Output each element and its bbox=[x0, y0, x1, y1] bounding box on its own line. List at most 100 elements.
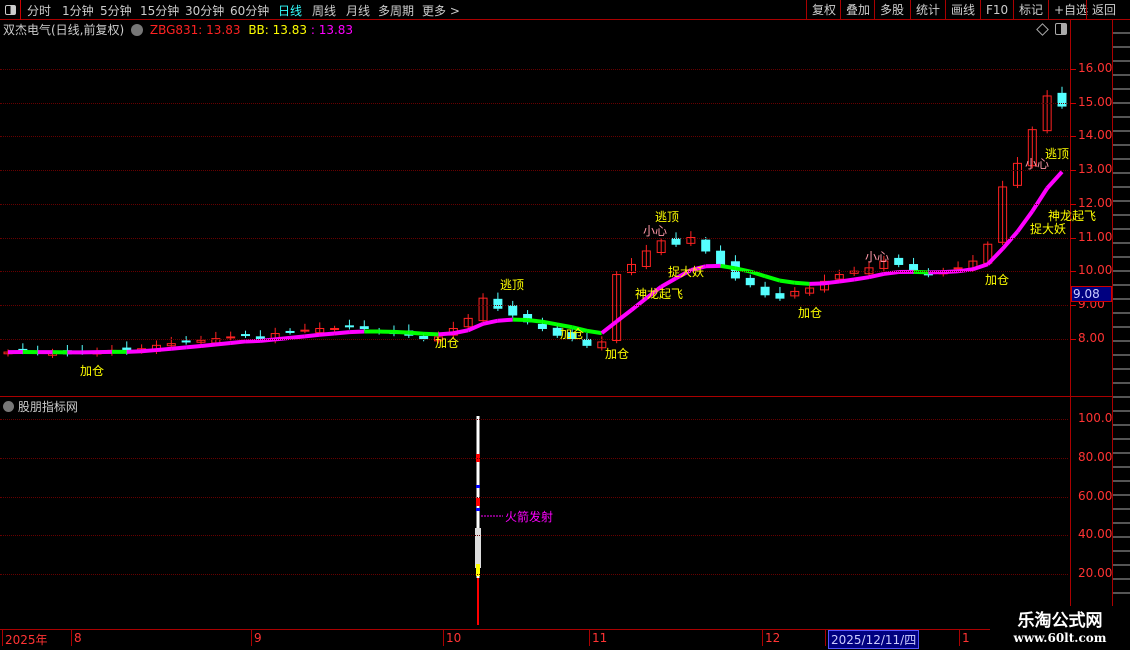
ma-line-segment bbox=[542, 319, 558, 327]
ma-line-segment bbox=[779, 278, 796, 285]
price-tick: 10.00 bbox=[1078, 263, 1113, 278]
gridline bbox=[0, 338, 1068, 340]
indicator-tick: 80.00 bbox=[1078, 449, 1113, 464]
panel-icon[interactable] bbox=[1055, 23, 1067, 35]
tab-period-4[interactable]: 30分钟 bbox=[185, 4, 225, 18]
ma-line-segment bbox=[245, 338, 261, 344]
candle bbox=[790, 290, 800, 297]
candle bbox=[537, 323, 547, 329]
gridline bbox=[0, 419, 1068, 420]
ma-line-segment bbox=[556, 322, 573, 330]
toolbar-button-8[interactable]: 返回 bbox=[1086, 0, 1121, 20]
stock-title: 双杰电气(日线,前复权) bbox=[3, 23, 125, 37]
indicator-tick: 20.00 bbox=[1078, 566, 1113, 581]
signal-annotation: 加仓 bbox=[435, 336, 460, 350]
ma-line-segment bbox=[660, 276, 678, 289]
ma-line-segment bbox=[408, 330, 424, 336]
date-label: 1 bbox=[962, 631, 970, 645]
indicator-dropdown-icon[interactable] bbox=[3, 401, 14, 412]
ma-line-segment bbox=[972, 262, 989, 272]
tick-mark bbox=[1070, 170, 1076, 172]
gridline bbox=[0, 304, 1068, 306]
panel-icon bbox=[4, 5, 16, 15]
tab-period-3[interactable]: 15分钟 bbox=[140, 4, 180, 18]
ma-line-segment bbox=[809, 281, 825, 286]
date-tick bbox=[825, 630, 826, 646]
axis-divider bbox=[1070, 20, 1071, 630]
signal-annotation: 逃顶 bbox=[1045, 147, 1070, 161]
ma-line-segment bbox=[600, 319, 618, 335]
candle bbox=[552, 327, 562, 336]
ma-line-segment bbox=[853, 275, 870, 282]
indicator-tick: 40.00 bbox=[1078, 527, 1113, 542]
tab-period-10[interactable]: 更多 > bbox=[422, 4, 460, 18]
signal-annotation: 加仓 bbox=[605, 347, 630, 361]
candle bbox=[493, 298, 503, 309]
toolbar-button-6[interactable]: 标记 bbox=[1013, 0, 1048, 20]
price-tick: 11.00 bbox=[1078, 229, 1113, 244]
candle bbox=[701, 239, 711, 252]
tab-period-5[interactable]: 60分钟 bbox=[230, 4, 270, 18]
ma-line-segment bbox=[156, 346, 172, 353]
right-sidebar[interactable] bbox=[1113, 20, 1130, 630]
tab-period-9[interactable]: 多周期 bbox=[378, 4, 415, 18]
ma-line-segment bbox=[749, 269, 766, 279]
date-label: 12 bbox=[765, 631, 781, 645]
ma-line-segment bbox=[868, 271, 885, 280]
gridline bbox=[0, 237, 1068, 239]
tab-period-1[interactable]: 1分钟 bbox=[62, 4, 94, 18]
tab-period-6[interactable]: 日线 bbox=[278, 4, 303, 18]
candle bbox=[998, 186, 1008, 243]
indicator-tick: 60.00 bbox=[1078, 488, 1113, 503]
rocket-signal-tip bbox=[476, 564, 480, 576]
candle bbox=[226, 336, 236, 339]
diamond-icon[interactable] bbox=[1036, 23, 1049, 36]
ma-line-segment bbox=[734, 266, 751, 274]
signal-annotation: 逃顶 bbox=[655, 210, 680, 224]
toolbar-button-7[interactable]: +自选 bbox=[1048, 0, 1093, 20]
ma-line-segment bbox=[630, 296, 648, 312]
toolbar-button-0[interactable]: 复权 bbox=[806, 0, 841, 20]
ma-line-segment bbox=[839, 277, 855, 284]
sidebar-divider bbox=[1112, 20, 1113, 630]
candle bbox=[656, 240, 666, 253]
candle bbox=[671, 237, 681, 245]
candle bbox=[315, 327, 325, 334]
signal-annotation: 捉大妖 bbox=[1030, 222, 1067, 236]
tab-period-8[interactable]: 月线 bbox=[346, 4, 371, 18]
tab-period-2[interactable]: 5分钟 bbox=[100, 4, 132, 18]
tick-mark bbox=[1070, 102, 1076, 104]
watermark-name: 乐淘公式网 bbox=[1017, 611, 1103, 631]
signal-annotation: 加仓 bbox=[560, 327, 585, 341]
toolbar-button-5[interactable]: F10 bbox=[980, 0, 1013, 20]
signal-annotation: 逃顶 bbox=[500, 278, 525, 292]
date-tick bbox=[251, 630, 252, 646]
layout-toggle-button[interactable] bbox=[0, 0, 21, 20]
toolbar-button-1[interactable]: 叠加 bbox=[840, 0, 875, 20]
price-tick: 16.00 bbox=[1078, 61, 1113, 75]
ma-line-segment bbox=[957, 267, 974, 274]
candle bbox=[300, 329, 310, 332]
price-tick: 15.00 bbox=[1078, 94, 1113, 109]
toolbar-button-3[interactable]: 统计 bbox=[910, 0, 945, 20]
ma-line-segment bbox=[467, 322, 484, 333]
price-chart[interactable] bbox=[0, 36, 1068, 396]
date-label: 2025/12/11/四 bbox=[828, 630, 920, 649]
indicator-dropdown-icon[interactable] bbox=[131, 24, 144, 36]
watermark: 乐淘公式网 www.60lt.com bbox=[990, 606, 1130, 650]
ma-line-segment bbox=[319, 331, 335, 337]
ma-line-segment bbox=[171, 345, 187, 351]
tab-period-7[interactable]: 周线 bbox=[312, 4, 337, 18]
tick-mark bbox=[1070, 271, 1076, 273]
ma-line-segment bbox=[289, 334, 306, 340]
tick-mark bbox=[1070, 69, 1076, 70]
candle bbox=[1027, 129, 1037, 167]
current-price-marker: 9.08 bbox=[1071, 286, 1112, 302]
date-tick bbox=[443, 630, 444, 646]
candle bbox=[864, 267, 874, 275]
toolbar-button-2[interactable]: 多股 bbox=[874, 0, 909, 20]
toolbar-button-4[interactable]: 画线 bbox=[945, 0, 980, 20]
tab-period-0[interactable]: 分时 bbox=[27, 4, 52, 18]
ma-line-segment bbox=[645, 285, 663, 300]
candle bbox=[641, 250, 651, 267]
